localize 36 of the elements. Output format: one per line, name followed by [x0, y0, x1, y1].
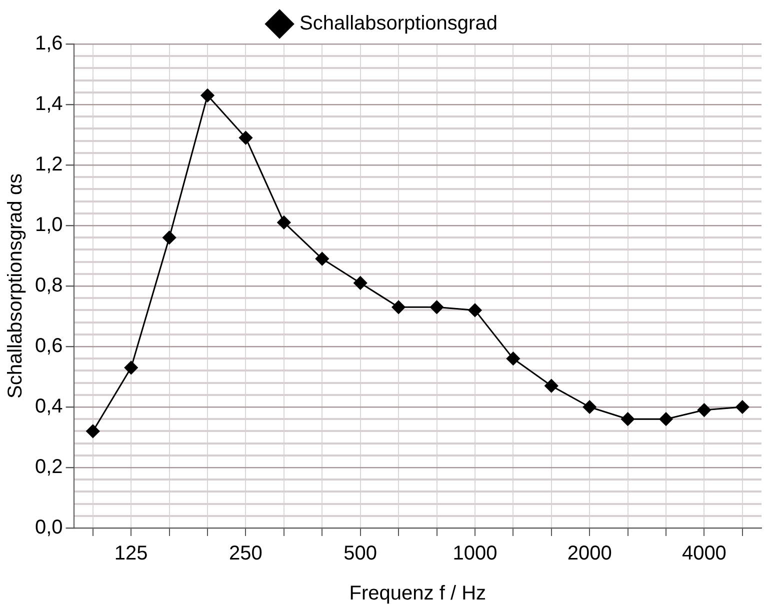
- x-axis-title: Frequenz f / Hz: [349, 582, 486, 605]
- point: [124, 360, 138, 374]
- point: [392, 300, 406, 314]
- point: [697, 403, 711, 417]
- point: [659, 412, 673, 426]
- point: [544, 379, 558, 393]
- y-tick-label: 1,0: [34, 214, 63, 236]
- y-tick-label: 0,6: [34, 335, 63, 358]
- point: [277, 216, 291, 230]
- y-tick-label: 1,6: [34, 32, 63, 55]
- y-tick-label: 0,4: [34, 396, 63, 418]
- x-tick-label: 250: [229, 542, 262, 565]
- y-tick-label: 0,8: [34, 274, 63, 297]
- x-tick-label: 1000: [452, 542, 498, 565]
- point: [162, 230, 176, 244]
- x-tick-label: 4000: [682, 542, 726, 565]
- x-tick-label: 2000: [567, 542, 612, 565]
- y-tick-label: 1,4: [34, 93, 63, 116]
- point: [582, 400, 596, 414]
- point: [238, 131, 252, 145]
- point: [736, 400, 750, 414]
- y-axis-title: Schallabsorptionsgrad αs: [4, 173, 27, 399]
- point: [315, 252, 329, 266]
- y-tick-label: 0,0: [34, 516, 63, 539]
- x-tick-label: 500: [344, 542, 378, 565]
- y-tick-label: 0,2: [34, 456, 63, 478]
- point: [86, 424, 100, 438]
- legend-label: Schallabsorptionsgrad: [300, 12, 498, 35]
- point: [200, 88, 214, 102]
- point: [621, 412, 635, 426]
- point: [506, 352, 520, 366]
- point: [354, 276, 368, 290]
- point: [468, 303, 482, 317]
- x-tick-label: 125: [114, 542, 148, 565]
- point: [430, 300, 444, 314]
- y-tick-label: 1,2: [34, 154, 63, 176]
